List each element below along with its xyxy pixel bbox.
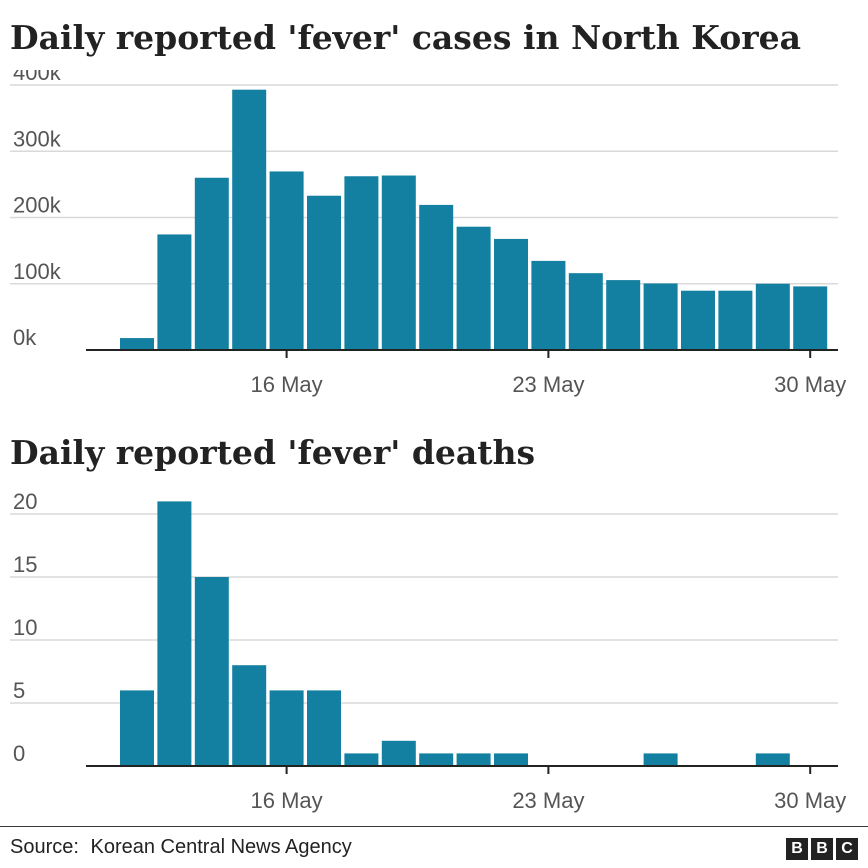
deaths-y-tick-label: 10 [13,615,37,640]
cases-bar [419,204,454,350]
cases-bar [344,176,379,350]
cases-bar [120,338,154,350]
deaths-bar [232,665,267,766]
cases-y-tick-label: 100k [13,259,62,284]
deaths-y-tick-label: 15 [13,552,37,577]
cases-bar [606,280,641,350]
cases-bar [307,195,341,350]
deaths-bar [456,753,491,766]
cases-x-tick-label: 30 May [774,372,846,397]
cases-x-tick-label: 23 May [512,372,584,397]
source-note: Source: Korean Central News Agency [10,836,352,859]
deaths-bar [381,740,416,766]
deaths-bar [120,690,154,766]
deaths-y-tick-label: 0 [13,741,25,766]
cases-bar [643,283,678,350]
cases-bar [157,234,192,350]
deaths-x-tick-label: 23 May [512,788,584,813]
footer-divider [0,826,868,827]
source-text: Korean Central News Agency [90,836,352,858]
bbc-logo: B B C [786,838,858,860]
bbc-logo-letter: B [786,838,808,860]
footer: Source: Korean Central News Agency B B C [0,826,868,868]
cases-bar [755,283,790,350]
deaths-bar [157,501,192,766]
cases-bar [381,175,416,350]
bbc-logo-letter: C [836,838,858,860]
cases-bar [494,238,528,350]
cases-chart-title: Daily reported 'fever' cases in North Ko… [10,18,801,57]
source-label: Source: [10,836,79,858]
cases-bar [793,286,828,350]
cases-bar [456,226,491,350]
deaths-y-tick-label: 5 [13,678,25,703]
deaths-bar [269,690,304,766]
deaths-bar [344,753,379,766]
cases-y-tick-label: 300k [13,126,62,151]
cases-chart: 0k 100k 200k 300k 400k 16 May 23 May 30 May [10,70,846,397]
bbc-logo-letter: B [811,838,833,860]
deaths-x-tick-label: 16 May [251,788,323,813]
cases-bar [232,89,267,351]
deaths-y-tick-label: 20 [13,490,37,514]
deaths-bar [494,753,528,766]
cases-bar [269,171,304,350]
cases-bar [718,290,753,350]
deaths-bar [419,753,454,766]
cases-x-tick-label: 16 May [251,372,323,397]
deaths-chart: 0 5 10 15 20 16 May 23 May 30 May [10,490,846,813]
cases-bar [568,273,603,350]
cases-y-tick-label: 0k [13,325,37,350]
deaths-bar [307,690,341,766]
deaths-chart-title: Daily reported 'fever' deaths [10,433,536,472]
deaths-bar [643,753,678,766]
deaths-x-tick-label: 30 May [774,788,846,813]
cases-bar [681,290,715,350]
cases-y-tick-label: 200k [13,193,62,218]
cases-bar [194,177,229,350]
cases-bar [531,260,566,350]
deaths-bar [755,753,790,766]
cases-y-tick-label: 400k [13,70,62,85]
deaths-bar [194,577,229,766]
